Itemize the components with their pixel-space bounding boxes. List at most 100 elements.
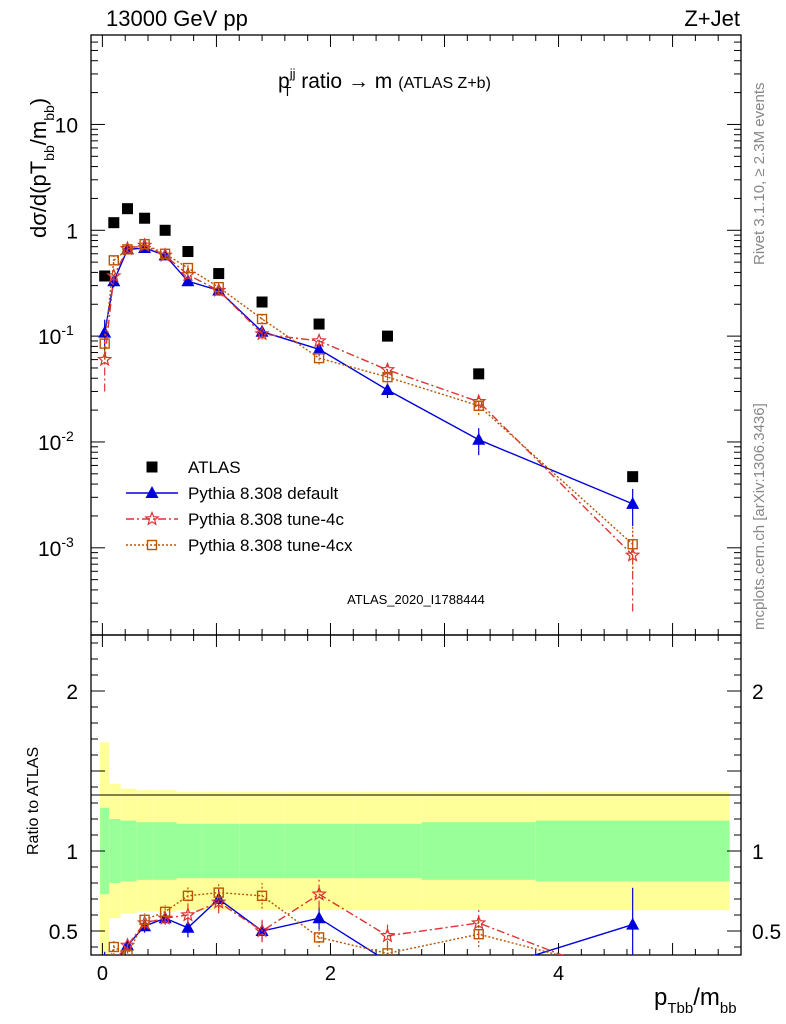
ratio-point-pythia-8-308-default <box>107 959 120 971</box>
y-tick-base: 10 <box>55 114 78 137</box>
point-pythia-8-308-tune-4cx <box>213 281 224 293</box>
analysis-watermark: ATLAS_2020_I1788444 <box>347 592 485 607</box>
header-right: Z+Jet <box>684 6 740 31</box>
legend-label-pythia-8-308-default: Pythia 8.308 default <box>188 484 339 503</box>
point-atlas <box>121 203 133 215</box>
y-tick-exp: -1 <box>61 322 74 338</box>
ratio-point-pythia-8-308-default <box>312 911 326 924</box>
legend-marker-pythia-8-308-tune-4cx <box>146 539 158 551</box>
x-tick-label: 0 <box>97 963 108 985</box>
point-atlas <box>182 246 194 258</box>
point-pythia-8-308-tune-4cx <box>99 338 110 349</box>
y-tick-exp: -2 <box>61 428 74 444</box>
ratio-point-pythia-8-308-tune-4cx <box>108 941 120 953</box>
y-tick-label: 10-3 <box>38 534 74 561</box>
legend-marker-pythia-8-308-tune-4c <box>144 510 160 526</box>
plot-title-sup: jj <box>289 66 296 81</box>
side-text-rivet: Rivet 3.1.10, ≥ 2.3M events <box>751 83 768 266</box>
ratio-uncertainty-bands <box>100 742 730 955</box>
ratio-band-green <box>136 822 154 880</box>
y-tick-base: 10 <box>38 538 61 561</box>
point-pythia-8-308-tune-4cx <box>159 248 171 259</box>
point-pythia-8-308-tune-4c <box>311 332 327 348</box>
point-pythia-8-308-default <box>312 342 326 355</box>
point-pythia-8-308-tune-4c <box>624 547 641 562</box>
plot-title-main: p <box>278 70 290 93</box>
legend-label-atlas: ATLAS <box>188 458 241 477</box>
y-label-suffix: ) <box>26 98 51 105</box>
ratio-y-tick-label-left: 1 <box>66 841 78 864</box>
point-atlas <box>256 296 268 308</box>
ratio-y-tick-label-right: 2 <box>752 681 764 704</box>
point-atlas <box>381 330 393 342</box>
ratio-line-pythia-8-308-tune-4cx <box>110 891 562 955</box>
main-series-layer <box>96 203 641 612</box>
y-label-mid: /m <box>26 121 51 145</box>
point-atlas <box>473 368 485 380</box>
point-pythia-8-308-tune-4cx <box>627 539 638 550</box>
point-pythia-8-308-default <box>181 274 195 287</box>
x-label-sub1: Tbb <box>667 1000 693 1017</box>
legend: ATLAS Pythia 8.308 default Pythia 8.308 tu… <box>126 458 353 555</box>
axes-ticks <box>91 34 741 955</box>
point-pythia-8-308-default <box>98 325 112 338</box>
y-tick-exp: -3 <box>61 534 74 550</box>
ratio-band-green <box>153 822 177 880</box>
ratio-band-green <box>421 822 536 880</box>
point-atlas <box>313 318 325 330</box>
x-axis-label: pTbb/mbb <box>654 984 737 1017</box>
point-pythia-8-308-tune-4cx <box>139 238 150 250</box>
ratio-point-pythia-8-308-tune-4c <box>311 886 327 901</box>
ratio-point-pythia-8-308-tune-4cx <box>182 890 194 901</box>
plot-title-small: (ATLAS Z+b) <box>398 75 491 92</box>
ratio-point-pythia-8-308-default <box>181 920 195 933</box>
point-pythia-8-308-tune-4cx <box>108 255 120 266</box>
ratio-series-layer <box>104 879 640 988</box>
ratio-band-green <box>239 823 285 879</box>
ratio-band-green <box>284 823 354 879</box>
ratio-point-pythia-8-308-default <box>472 966 485 978</box>
point-atlas <box>627 471 639 483</box>
ratio-point-pythia-8-308-tune-4c <box>113 953 115 955</box>
ratio-point-pythia-8-308-tune-4c <box>254 922 270 938</box>
legend-marker-pythia-8-308-default <box>145 486 159 498</box>
ratio-band-green <box>353 823 422 879</box>
y-tick-label: 10-2 <box>38 428 74 455</box>
point-pythia-8-308-tune-4c <box>470 393 487 409</box>
ratio-point-pythia-8-308-tune-4cx <box>122 949 133 955</box>
point-pythia-8-308-tune-4c <box>96 351 113 367</box>
ratio-band-green <box>120 820 137 882</box>
ratio-point-pythia-8-308-tune-4c <box>627 976 639 988</box>
ratio-point-pythia-8-308-tune-4cx <box>213 887 224 898</box>
point-pythia-8-308-default <box>380 382 394 395</box>
y-tick-base: 10 <box>38 432 61 455</box>
ratio-point-pythia-8-308-tune-4cx <box>313 932 325 943</box>
point-pythia-8-308-tune-4cx <box>256 313 268 325</box>
ratio-band-green <box>535 820 730 882</box>
y-tick-label: 1 <box>66 220 78 243</box>
line-pythia-8-308-default <box>104 247 633 505</box>
point-pythia-8-308-tune-4cx <box>182 262 194 274</box>
x-tick-label: 2 <box>325 963 336 985</box>
ratio-band-green <box>176 823 202 879</box>
main-y-axis-label: dσ/d(pTbb/mbb) <box>26 98 57 238</box>
ratio-point-pythia-8-308-default <box>387 954 388 955</box>
ratio-band-green <box>201 823 240 879</box>
point-pythia-8-308-tune-4c <box>254 325 270 341</box>
ratio-point-pythia-8-308-tune-4cx <box>256 890 268 901</box>
point-pythia-8-308-default <box>626 496 640 509</box>
y-tick-label: 10 <box>55 114 78 137</box>
point-pythia-8-308-default <box>472 432 486 445</box>
ratio-point-pythia-8-308-tune-4cx <box>628 970 637 979</box>
ratio-y-tick-label-left: 2 <box>66 681 78 704</box>
point-atlas <box>108 217 120 229</box>
ratio-point-pythia-8-308-tune-4cx <box>159 906 171 917</box>
ratio-point-pythia-8-308-tune-4cx <box>382 948 393 955</box>
y-label-sub1: bb <box>41 145 57 161</box>
point-pythia-8-308-tune-4cx <box>473 400 484 411</box>
point-pythia-8-308-tune-4cx <box>122 244 133 255</box>
ratio-y-tick-label-right: 0.5 <box>752 921 781 944</box>
ratio-band-green <box>109 819 121 883</box>
ratio-y-tick-label-right: 1 <box>752 841 764 864</box>
